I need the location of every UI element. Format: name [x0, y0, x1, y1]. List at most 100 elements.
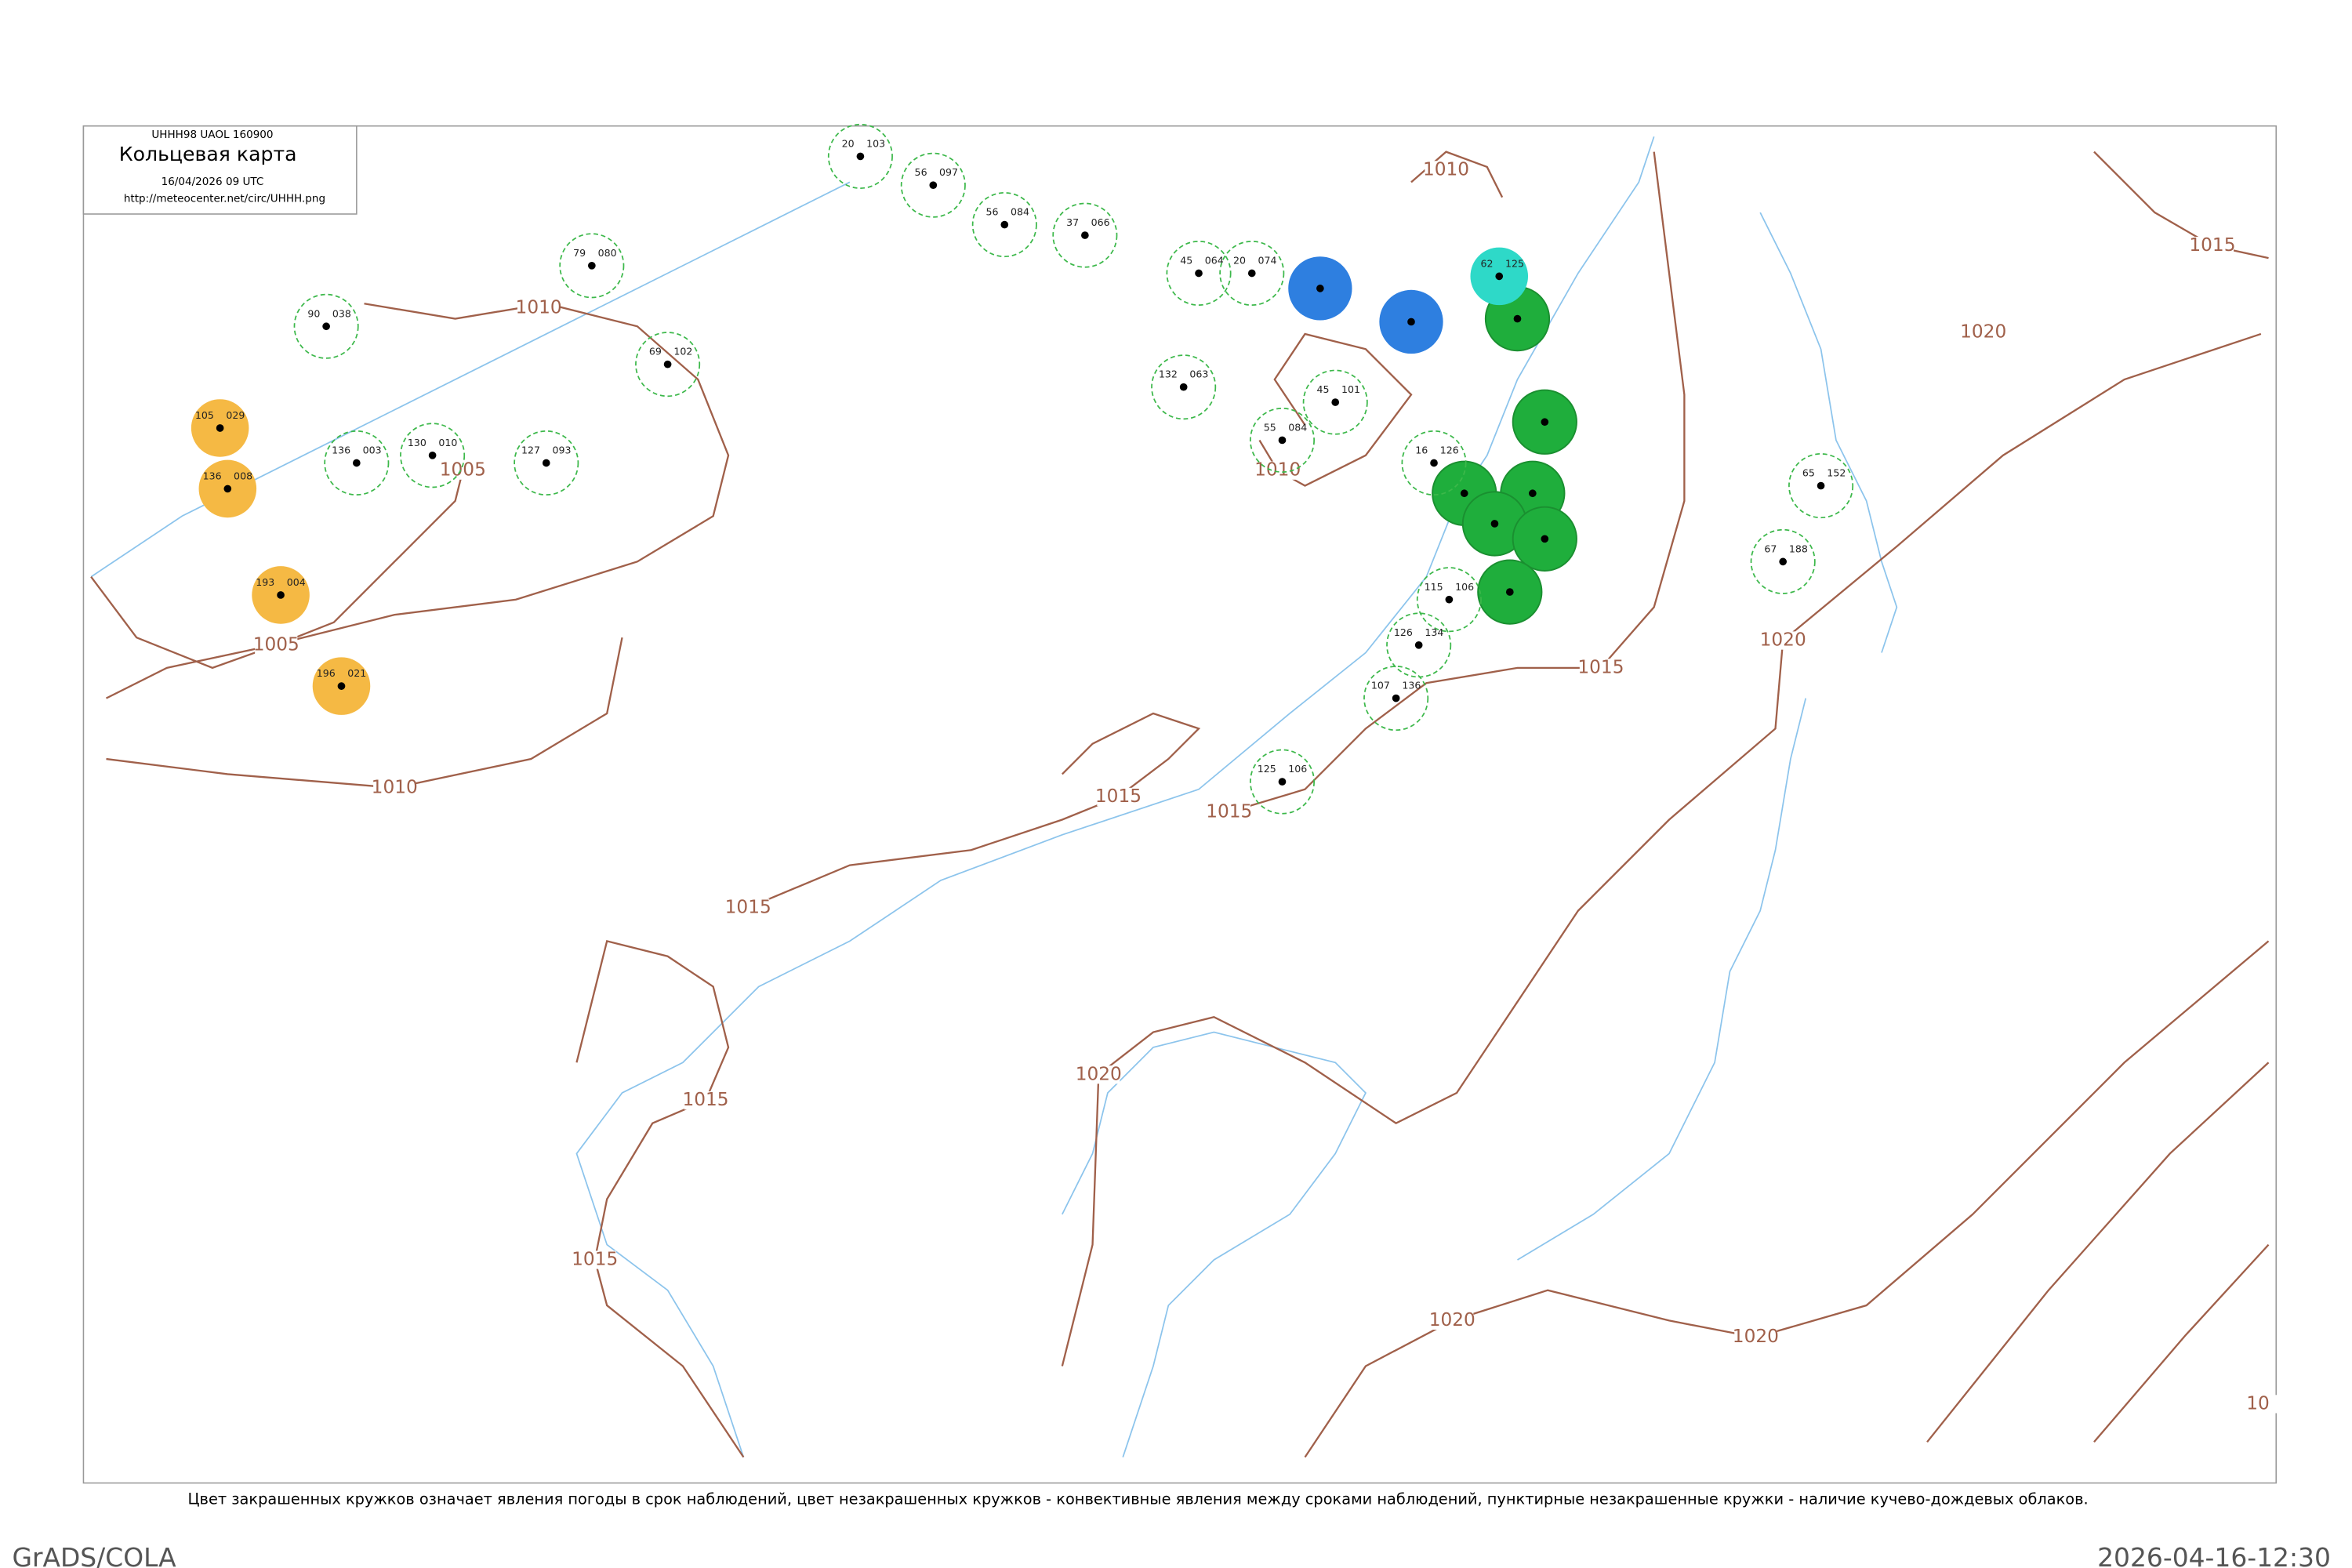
station-value: 62	[1481, 257, 1494, 269]
isobar-label-bg	[727, 898, 770, 917]
isobar-label-bg	[1431, 1311, 1474, 1330]
station-dot	[1541, 535, 1549, 543]
isobar-label-bg	[1256, 461, 1299, 480]
cb-circle	[1750, 528, 1816, 594]
station-value: 102	[673, 346, 692, 358]
station-dot	[223, 485, 232, 493]
station-value: 79	[573, 247, 586, 259]
station-dot	[322, 322, 330, 331]
isobar-label-bg	[1077, 1065, 1120, 1084]
cb-circle	[1249, 407, 1315, 474]
isobar-label: 1015	[1206, 800, 1252, 822]
cb-circle	[400, 423, 466, 488]
station-value: 67	[1764, 543, 1777, 554]
station-value: 101	[1341, 383, 1360, 395]
station-value: 193	[256, 576, 274, 588]
station-dot	[1392, 694, 1400, 702]
station-dot	[277, 591, 285, 599]
cb-circle	[1788, 453, 1854, 519]
station-value: 56	[915, 166, 927, 178]
station-value: 074	[1258, 255, 1277, 267]
isobar-label: 1015	[572, 1248, 618, 1269]
station-value: 196	[317, 667, 336, 679]
cb-circle	[324, 430, 390, 496]
isobar-label-bg	[1579, 659, 1623, 677]
station-value: 106	[1288, 763, 1307, 775]
station-value: 064	[1205, 255, 1224, 267]
station-value: 107	[1371, 680, 1390, 691]
station-value: 125	[1258, 763, 1276, 775]
station-value: 093	[553, 445, 572, 456]
station-value: 004	[287, 576, 306, 588]
isobar-label: 1010	[1423, 158, 1469, 180]
station-value: 125	[1505, 257, 1524, 269]
station-dot	[1505, 588, 1514, 596]
isobar-label-bg	[1207, 803, 1250, 822]
isobar-label: 1020	[1960, 321, 2006, 343]
station-value: 132	[1159, 368, 1178, 380]
station-value: 55	[1264, 421, 1276, 433]
station-value: 20	[842, 137, 855, 149]
station-value: 45	[1180, 255, 1192, 267]
station-dot	[663, 360, 672, 368]
isobar-label-bg	[684, 1091, 728, 1110]
station-value: 080	[598, 247, 617, 259]
isobar-label-bg	[373, 779, 416, 797]
station-value: 65	[1802, 467, 1815, 479]
timestamp: 2026-04-16-12:30	[2097, 1542, 2331, 1568]
station-value: 136	[1402, 680, 1421, 691]
station-dot	[856, 152, 865, 161]
cb-circle	[1386, 612, 1452, 678]
station-value: 136	[203, 470, 222, 481]
station-value: 063	[1189, 368, 1208, 380]
station-value: 130	[408, 437, 426, 448]
station-value: 127	[521, 445, 540, 456]
cb-circle	[1363, 666, 1429, 731]
cb-circle	[1151, 354, 1217, 420]
cb-circle	[559, 233, 625, 299]
isobar-label-bg	[1762, 631, 1805, 650]
station-value: 69	[649, 346, 662, 358]
station-value: 20	[1233, 255, 1246, 267]
cb-circle	[293, 293, 359, 359]
station-value: 010	[438, 437, 457, 448]
station-value: 105	[195, 409, 214, 421]
station-dot	[428, 451, 437, 459]
station-dot	[1414, 641, 1423, 649]
station-dot	[1331, 398, 1340, 406]
station-dot	[1278, 778, 1287, 786]
isobar-label: 1020	[1429, 1309, 1475, 1330]
isobar-label-bg	[255, 636, 298, 655]
station-value: 152	[1827, 467, 1846, 479]
isobar-label: 1020	[1733, 1326, 1779, 1347]
station-dot	[1817, 481, 1825, 490]
station-dot	[1513, 314, 1522, 323]
station-dot	[1000, 220, 1009, 229]
station-value: 097	[939, 166, 958, 178]
station-value: 188	[1789, 543, 1808, 554]
isobar-label-bg	[1425, 161, 1468, 180]
cb-circle	[1166, 240, 1232, 307]
software-label: GrADS/COLA	[12, 1542, 176, 1568]
legend-box: UHHH98 UAOL 160900 Кольцевая карта 16/04…	[82, 125, 358, 215]
station-value: 029	[226, 409, 245, 421]
cb-circle	[971, 192, 1037, 258]
station-dot	[1179, 383, 1188, 391]
cb-circle	[900, 152, 966, 218]
station-value: 16	[1415, 445, 1428, 456]
station-dot	[1316, 285, 1324, 292]
station-dot	[542, 459, 550, 467]
isobar-label-bg	[2236, 1395, 2280, 1414]
header-date: 16/04/2026 09 UTC	[162, 176, 264, 188]
isobar-label-bg	[1962, 323, 2005, 342]
header-url: http://meteocenter.net/circ/UHHH.png	[124, 193, 325, 205]
station-dot	[1445, 595, 1454, 604]
station-value: 115	[1425, 581, 1443, 593]
header-box	[82, 125, 358, 215]
cb-circle	[514, 430, 579, 496]
station-value: 021	[347, 667, 366, 679]
station-dot	[1490, 520, 1499, 528]
station-value: 37	[1066, 216, 1079, 228]
